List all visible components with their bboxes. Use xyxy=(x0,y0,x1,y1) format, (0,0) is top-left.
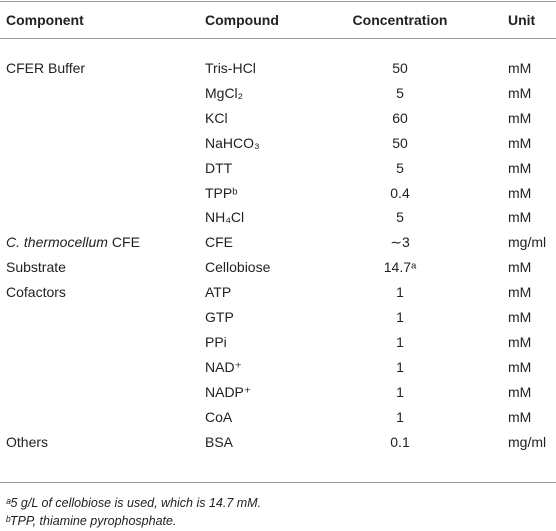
header-cell: Component xyxy=(6,12,84,28)
top-rule xyxy=(0,1,556,2)
concentration-cell: 1 xyxy=(396,383,404,400)
compound-cell: KCl xyxy=(205,109,228,126)
unit-cell: mM xyxy=(508,259,532,276)
unit-cell: mg/ml xyxy=(508,433,547,450)
footnote: ᵇTPP, thiamine pyrophosphate. xyxy=(6,514,177,528)
compound-cell: MgCl₂ xyxy=(205,84,244,101)
component-cell: Cofactors xyxy=(6,284,66,301)
compound-cell: BSA xyxy=(205,433,234,450)
header-cell: Concentration xyxy=(352,12,448,28)
unit-cell: mM xyxy=(508,84,532,101)
text: CFE xyxy=(111,234,140,251)
compound-cell: Cellobiose xyxy=(205,259,271,276)
unit-cell: mM xyxy=(508,408,532,425)
compound-cell: NaHCO₃ xyxy=(205,134,260,151)
unit-cell: mM xyxy=(508,358,532,375)
component-cell: CFER Buffer xyxy=(6,60,86,76)
compound-cell: TPPᵇ xyxy=(205,184,238,201)
unit-cell: mM xyxy=(508,284,532,301)
concentration-cell: ∼3 xyxy=(390,234,410,251)
concentration-cell: 5 xyxy=(396,209,404,226)
unit-cell: mM xyxy=(508,60,532,76)
concentration-cell: 1 xyxy=(396,309,404,325)
unit-cell: mM xyxy=(508,333,532,350)
compound-cell: NH₄Cl xyxy=(205,209,245,226)
compound-cell: Tris-HCl xyxy=(205,60,256,76)
compound-cell: DTT xyxy=(205,159,233,176)
compound-cell: NAD⁺ xyxy=(205,358,242,375)
concentration-cell: 5 xyxy=(396,159,404,176)
bottom-rule xyxy=(0,482,556,483)
unit-cell: mM xyxy=(508,134,532,151)
component-cell: C. thermocellum CFE xyxy=(6,233,140,251)
compound-cell: NADP⁺ xyxy=(205,383,252,400)
unit-cell: mg/ml xyxy=(508,234,547,251)
concentration-cell: 50 xyxy=(392,60,408,76)
compound-cell: GTP xyxy=(205,309,234,325)
header-cell: Compound xyxy=(205,12,279,28)
concentration-cell: 1 xyxy=(396,284,404,301)
concentration-cell: 50 xyxy=(392,134,408,151)
unit-cell: mM xyxy=(508,209,532,226)
header-cell: Unit xyxy=(508,12,536,28)
header-rule xyxy=(0,38,556,39)
unit-cell: mM xyxy=(508,109,532,126)
unit-cell: mM xyxy=(508,383,532,400)
compound-cell: CoA xyxy=(205,408,233,425)
concentration-cell: 60 xyxy=(392,109,408,126)
concentration-cell: 0.1 xyxy=(390,433,410,450)
unit-cell: mM xyxy=(508,159,532,176)
italic-text: C. thermocellum xyxy=(6,234,108,251)
compound-cell: ATP xyxy=(205,284,232,301)
concentration-cell: 0.4 xyxy=(390,184,410,201)
concentration-cell: 5 xyxy=(396,84,404,101)
component-cell: Others xyxy=(6,433,49,450)
compound-cell: PPi xyxy=(205,333,227,350)
concentration-cell: 1 xyxy=(396,333,404,350)
component-cell: Substrate xyxy=(6,259,66,276)
footnote: ᵃ5 g/L of cellobiose is used, which is 1… xyxy=(6,496,262,510)
concentration-cell: 1 xyxy=(396,358,404,375)
compound-cell: CFE xyxy=(205,234,233,251)
unit-cell: mM xyxy=(508,184,532,201)
concentration-cell: 14.7ᵃ xyxy=(383,259,417,276)
concentration-cell: 1 xyxy=(396,408,404,425)
unit-cell: mM xyxy=(508,309,532,325)
